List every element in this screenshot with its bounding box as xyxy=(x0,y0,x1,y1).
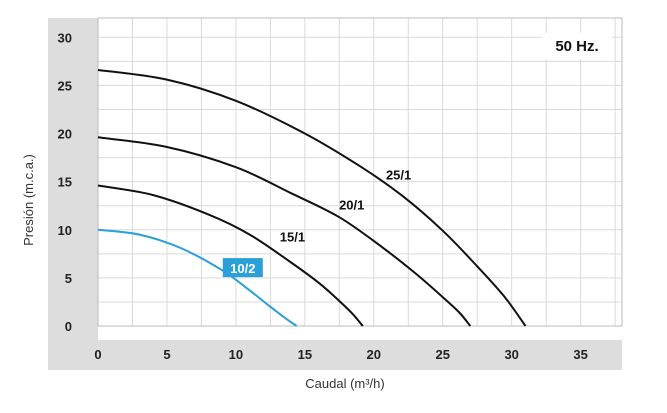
curve-labels: 10/2 15/1 20/1 25/1 xyxy=(222,168,411,278)
curve-15-1 xyxy=(97,184,364,327)
x-tick-label: 35 xyxy=(573,347,587,362)
curve-25-1 xyxy=(97,69,527,327)
x-tick-label: 25 xyxy=(436,347,450,362)
x-tick-label: 10 xyxy=(229,347,243,362)
x-tick-label: 15 xyxy=(298,347,312,362)
x-axis-title: Caudal (m³/h) xyxy=(305,376,384,391)
x-tick-label: 20 xyxy=(367,347,381,362)
plot-border xyxy=(97,17,623,327)
curves xyxy=(97,69,527,327)
plot-area xyxy=(98,18,622,326)
y-tick-label: 30 xyxy=(58,30,72,45)
y-tick-label: 5 xyxy=(65,271,72,286)
y-tick-label: 25 xyxy=(58,78,72,93)
curve-10-2 xyxy=(97,228,298,327)
y-tick-label: 10 xyxy=(58,223,72,238)
frequency-badge-box xyxy=(542,33,612,59)
y-tick-labels: 0 5 10 15 20 25 30 xyxy=(58,30,72,334)
curve-label: 25/1 xyxy=(386,168,411,183)
curve-label: 20/1 xyxy=(339,198,364,213)
y-axis-band xyxy=(48,18,98,340)
curve-label-badge xyxy=(222,258,263,278)
y-tick-label: 0 xyxy=(65,319,72,334)
y-tick-label: 15 xyxy=(58,175,72,190)
x-tick-labels: 0 5 10 15 20 25 30 35 xyxy=(94,347,587,362)
curve-label: 15/1 xyxy=(280,229,305,244)
grid-lines xyxy=(98,18,622,326)
x-tick-label: 5 xyxy=(163,347,170,362)
x-axis-band xyxy=(48,340,622,370)
frequency-annotation: 50 Hz. xyxy=(555,38,598,55)
curve-20-1 xyxy=(97,136,472,327)
x-tick-label: 0 xyxy=(94,347,101,362)
curve-label: 10/2 xyxy=(230,261,255,276)
y-tick-label: 20 xyxy=(58,127,72,142)
x-tick-label: 30 xyxy=(504,347,518,362)
y-axis-title: Presión (m.c.a.) xyxy=(21,154,36,246)
